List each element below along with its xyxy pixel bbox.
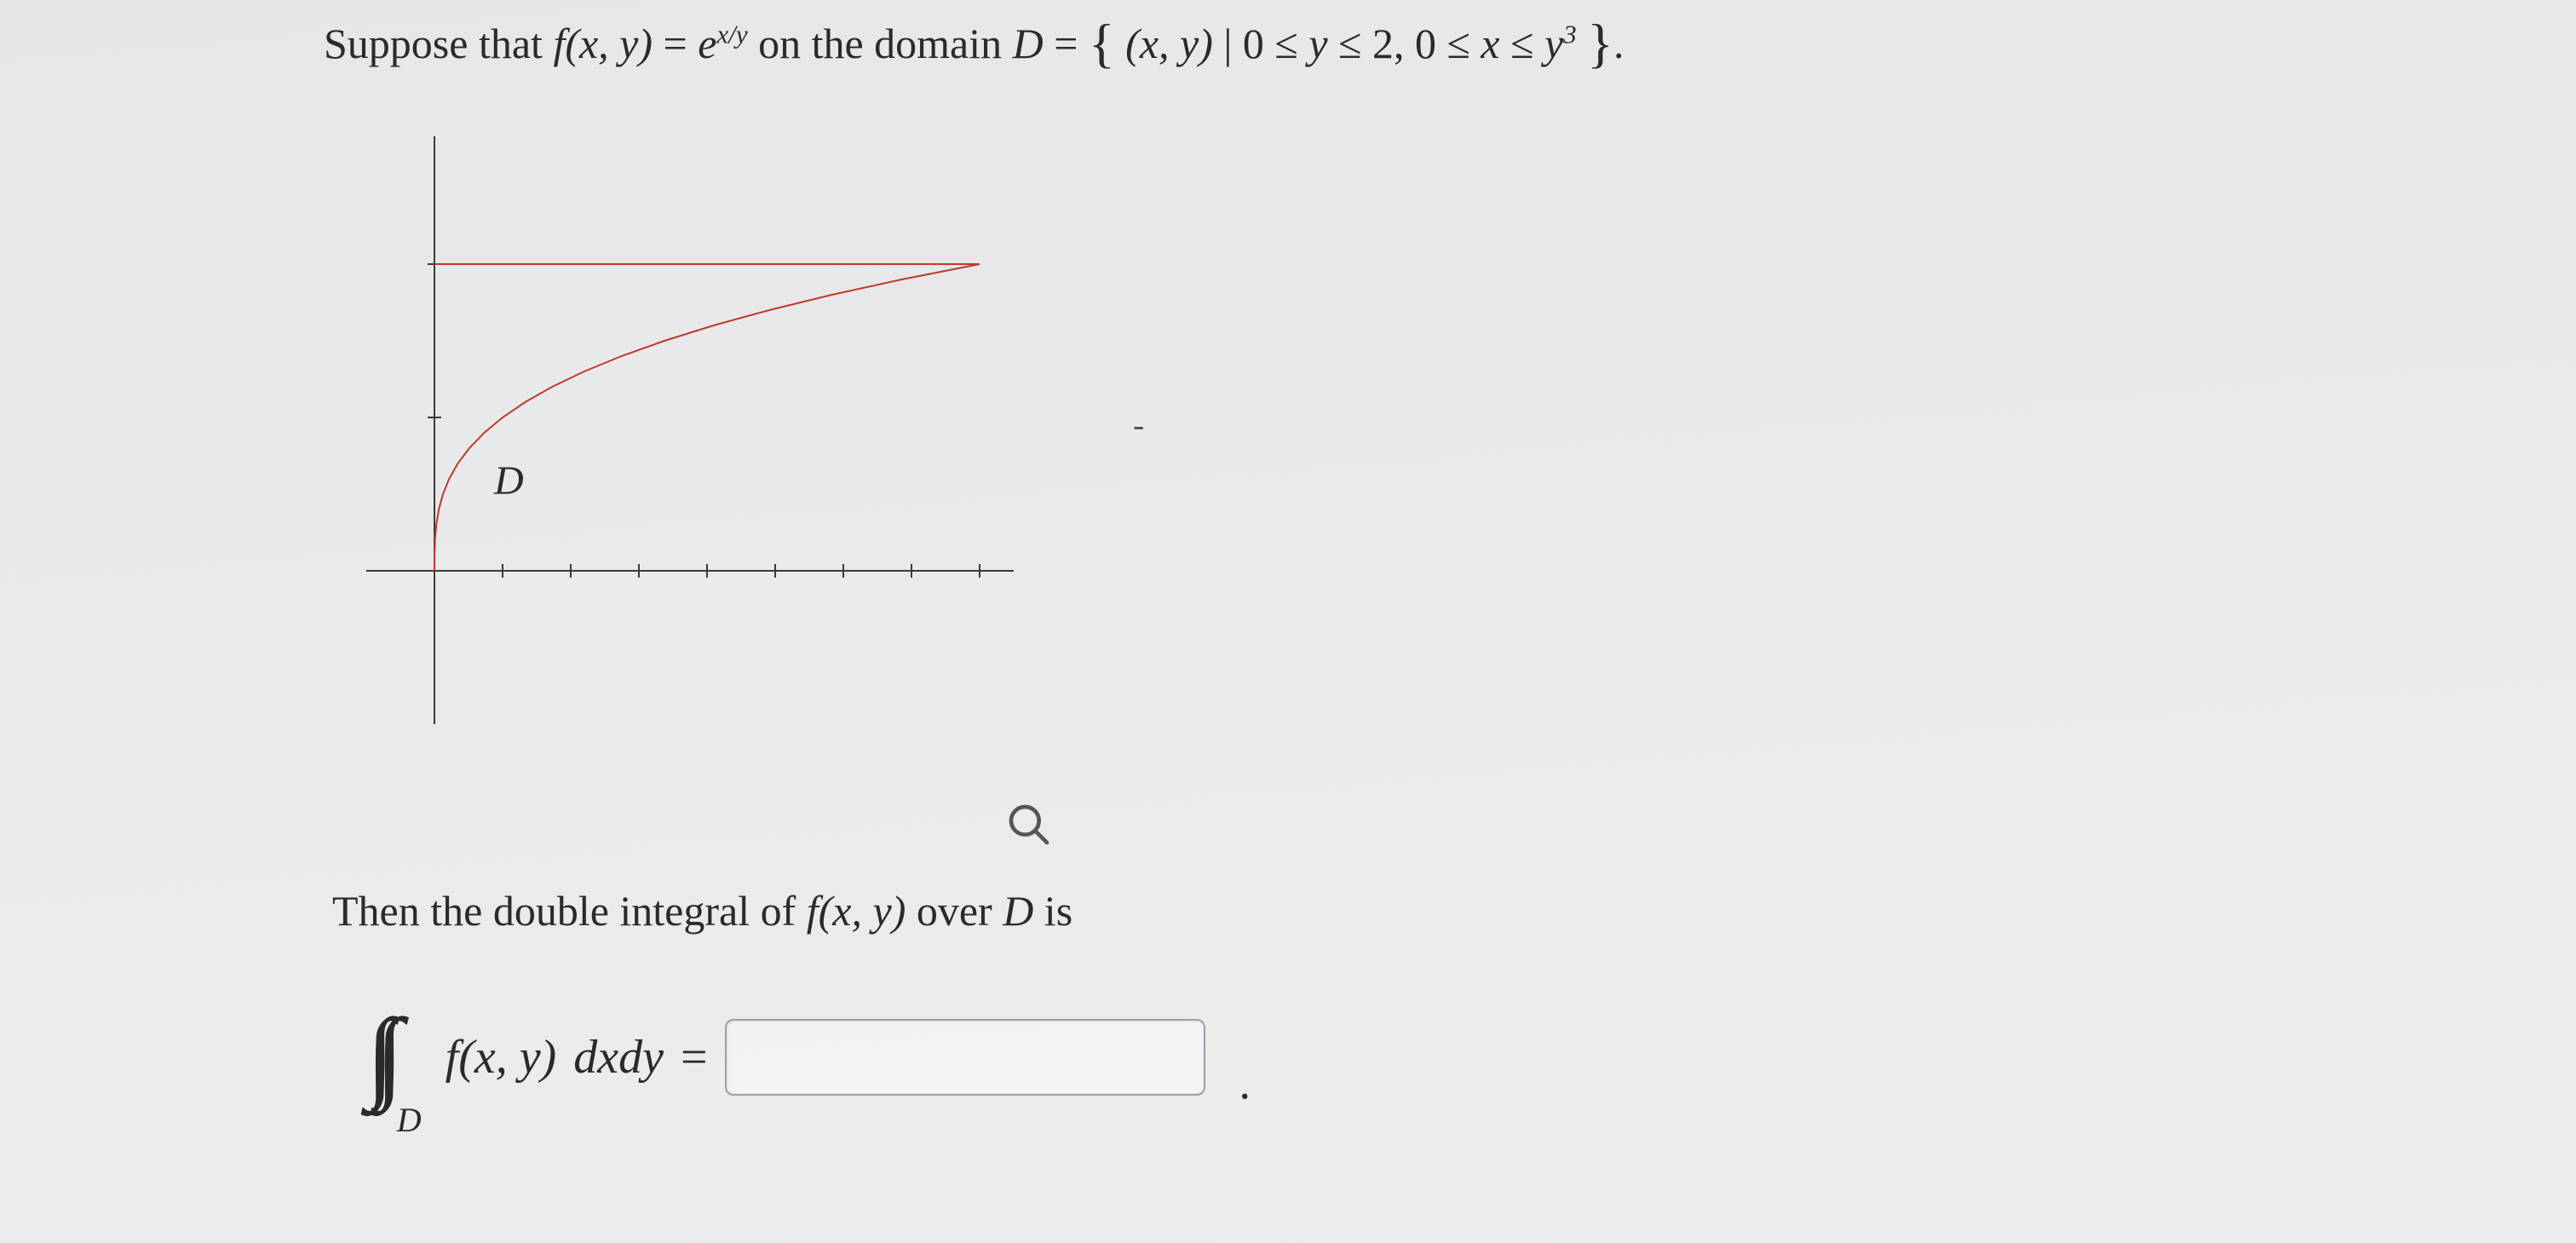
cond-y2: y bbox=[1544, 20, 1563, 67]
pair: (x, y) bbox=[1125, 20, 1213, 67]
dxdy: dxdy bbox=[573, 1030, 664, 1085]
text-prefix: Suppose that bbox=[324, 20, 553, 67]
int-sub-D: D bbox=[397, 1101, 422, 1139]
bottom-c: is bbox=[1044, 887, 1072, 935]
cond-exp: 3 bbox=[1563, 19, 1577, 49]
period: . bbox=[1239, 1056, 1251, 1109]
magnifier-icon[interactable] bbox=[1005, 801, 1053, 849]
bar: | bbox=[1223, 20, 1243, 67]
integral-expression: ∫∫D f(x, y)dxdy = . bbox=[366, 1014, 1251, 1101]
domain-plot: D bbox=[366, 111, 1031, 724]
equals: = bbox=[681, 1030, 708, 1085]
answer-input[interactable] bbox=[725, 1019, 1205, 1096]
integrand: f(x, y) bbox=[446, 1030, 557, 1085]
rbrace: } bbox=[1587, 13, 1613, 73]
stray-mark: - bbox=[1133, 405, 1144, 445]
lbrace: { bbox=[1089, 13, 1115, 73]
problem-statement: Suppose that f(x, y) = ex/y on the domai… bbox=[324, 9, 1624, 72]
curve-boundary bbox=[434, 264, 980, 571]
fxy: f(x, y) bbox=[553, 20, 653, 67]
integral-symbols: ∫∫D bbox=[366, 1014, 428, 1101]
page: Suppose that f(x, y) = ex/y on the domai… bbox=[0, 0, 2576, 1243]
domain-D: D bbox=[1013, 20, 1044, 67]
cond-x: x bbox=[1481, 20, 1499, 67]
exp-y: y bbox=[736, 19, 748, 49]
bottom-sentence: Then the double integral of f(x, y) over… bbox=[332, 886, 1072, 935]
bottom-a: Then the double integral of bbox=[332, 887, 807, 935]
exponent: x/y bbox=[716, 19, 747, 49]
cond-y: y bbox=[1308, 20, 1327, 67]
eq: = bbox=[664, 20, 699, 67]
bottom-fxy: f(x, y) bbox=[807, 887, 906, 935]
text-mid: on the domain bbox=[758, 20, 1013, 67]
e-base: e bbox=[698, 20, 716, 67]
cond1b: ≤ 2, 0 ≤ bbox=[1328, 20, 1481, 67]
int2: ∫ bbox=[376, 1014, 404, 1096]
dot: . bbox=[1613, 20, 1624, 67]
exp-slash: / bbox=[728, 19, 736, 49]
region-label: D bbox=[493, 458, 524, 504]
eq2: = bbox=[1054, 20, 1089, 67]
bottom-D: D bbox=[1003, 887, 1033, 935]
bottom-b: over bbox=[917, 887, 1003, 935]
exp-x: x bbox=[716, 19, 728, 49]
cond1a: 0 ≤ bbox=[1243, 20, 1308, 67]
cond1c: ≤ bbox=[1500, 20, 1544, 67]
